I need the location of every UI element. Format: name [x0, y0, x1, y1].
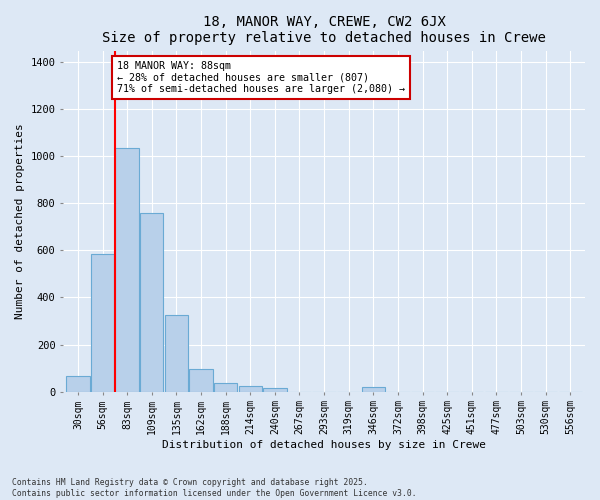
- Bar: [66, 376, 89, 392]
- Bar: [165, 315, 188, 392]
- Bar: [115, 148, 139, 392]
- Bar: [263, 388, 287, 392]
- Text: Contains HM Land Registry data © Crown copyright and database right 2025.
Contai: Contains HM Land Registry data © Crown c…: [12, 478, 416, 498]
- Y-axis label: Number of detached properties: Number of detached properties: [15, 123, 25, 319]
- Bar: [362, 387, 385, 392]
- Title: 18, MANOR WAY, CREWE, CW2 6JX
Size of property relative to detached houses in Cr: 18, MANOR WAY, CREWE, CW2 6JX Size of pr…: [102, 15, 546, 45]
- Bar: [91, 254, 114, 392]
- Text: 18 MANOR WAY: 88sqm
← 28% of detached houses are smaller (807)
71% of semi-detac: 18 MANOR WAY: 88sqm ← 28% of detached ho…: [117, 61, 405, 94]
- Bar: [214, 382, 238, 392]
- Bar: [140, 213, 163, 392]
- X-axis label: Distribution of detached houses by size in Crewe: Distribution of detached houses by size …: [162, 440, 486, 450]
- Bar: [239, 386, 262, 392]
- Bar: [190, 369, 213, 392]
